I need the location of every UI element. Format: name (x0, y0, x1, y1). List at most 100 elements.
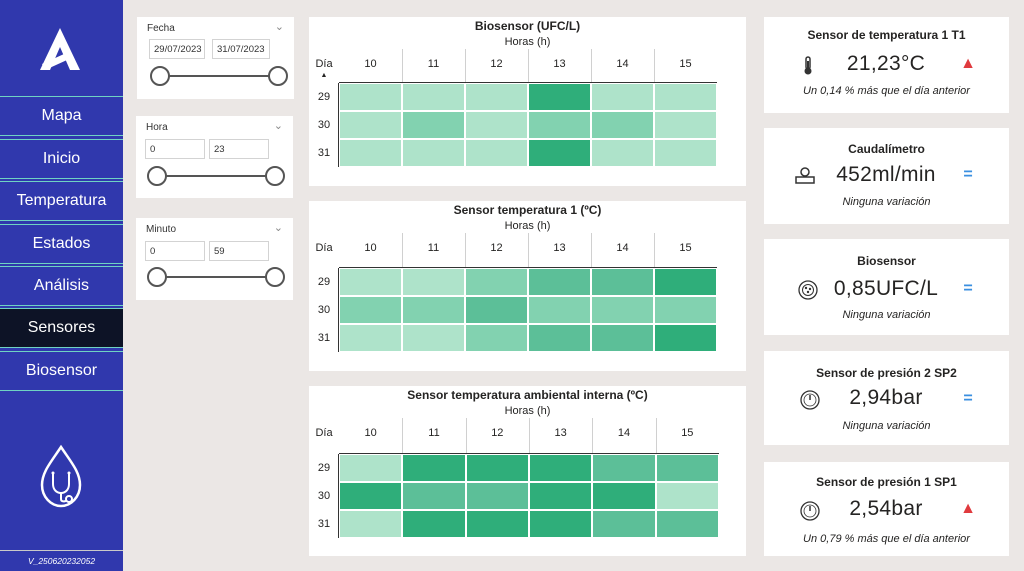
heatmap-cell[interactable] (530, 483, 592, 509)
nav-item-temperatura[interactable]: Temperatura (0, 181, 123, 221)
heatmap-cell[interactable] (403, 455, 465, 481)
slider-start-handle[interactable] (147, 166, 167, 186)
row-label[interactable]: 30 (317, 304, 331, 316)
nav-item-analisis[interactable]: Análisis (0, 266, 123, 306)
nav-item-mapa[interactable]: Mapa (0, 96, 123, 136)
column-header[interactable]: 14 (617, 427, 631, 439)
heatmap-cell[interactable] (592, 269, 653, 295)
column-header[interactable]: 12 (490, 58, 503, 70)
column-header[interactable]: 13 (553, 58, 566, 70)
nav-item-estados[interactable]: Estados (0, 224, 123, 264)
heatmap-cell[interactable] (592, 325, 653, 351)
heatmap-cell[interactable] (466, 297, 527, 323)
heatmap-cell[interactable] (592, 112, 653, 138)
heatmap-cell[interactable] (403, 112, 464, 138)
slider-end-handle[interactable] (265, 267, 285, 287)
minuto-to-input[interactable]: 59 (209, 241, 269, 261)
nav-item-inicio[interactable]: Inicio (0, 139, 123, 179)
heatmap-cell[interactable] (466, 112, 527, 138)
column-header[interactable]: 12 (490, 242, 503, 254)
heatmap-cell[interactable] (656, 483, 718, 509)
heatmap-cell[interactable] (466, 483, 528, 509)
chevron-down-icon[interactable]: ⌄ (273, 222, 283, 234)
heatmap-cell[interactable] (593, 483, 655, 509)
row-label[interactable]: 31 (317, 147, 331, 159)
heatmap-cell[interactable] (593, 455, 655, 481)
heatmap-cell[interactable] (403, 84, 464, 110)
heatmap-cell[interactable] (655, 269, 716, 295)
row-label[interactable]: 29 (317, 462, 331, 474)
column-header[interactable]: 14 (616, 242, 629, 254)
heatmap-cell[interactable] (466, 140, 527, 166)
heatmap-cell[interactable] (593, 511, 655, 537)
heatmap-cell[interactable] (592, 84, 653, 110)
row-label[interactable]: 29 (317, 276, 331, 288)
sort-ascending-icon[interactable]: ▲ (320, 72, 328, 79)
slider-track[interactable] (156, 276, 278, 278)
column-header[interactable]: 13 (553, 242, 566, 254)
heatmap-cell[interactable] (655, 84, 716, 110)
heatmap-cell[interactable] (403, 140, 464, 166)
hora-from-input[interactable]: 0 (145, 139, 205, 159)
column-header[interactable]: 12 (491, 427, 504, 439)
heatmap-cell[interactable] (340, 269, 401, 295)
row-header[interactable]: Día (315, 58, 333, 70)
heatmap-cell[interactable] (466, 84, 527, 110)
heatmap-cell[interactable] (655, 297, 716, 323)
column-header[interactable]: 13 (554, 427, 567, 439)
row-header[interactable]: Día (315, 242, 333, 254)
heatmap-cell[interactable] (529, 140, 590, 166)
heatmap-cell[interactable] (592, 297, 653, 323)
heatmap-cell[interactable] (403, 297, 464, 323)
nav-item-biosensor[interactable]: Biosensor (0, 351, 123, 391)
heatmap-cell[interactable] (340, 297, 401, 323)
column-header[interactable]: 15 (681, 427, 694, 439)
row-header[interactable]: Día (315, 427, 333, 439)
heatmap-cell[interactable] (466, 269, 527, 295)
row-label[interactable]: 29 (317, 91, 331, 103)
column-header[interactable]: 11 (427, 242, 440, 254)
fecha-from-input[interactable]: 29/07/2023 (149, 39, 205, 59)
heatmap-cell[interactable] (340, 511, 402, 537)
column-header[interactable]: 10 (364, 427, 377, 439)
heatmap-cell[interactable] (530, 511, 592, 537)
heatmap-cell[interactable] (340, 112, 401, 138)
column-header[interactable]: 10 (364, 242, 377, 254)
heatmap-cell[interactable] (340, 84, 401, 110)
slider-track[interactable] (156, 175, 278, 177)
heatmap-cell[interactable] (656, 511, 718, 537)
heatmap-cell[interactable] (340, 140, 401, 166)
column-header[interactable]: 11 (427, 58, 440, 70)
heatmap-cell[interactable] (592, 140, 653, 166)
slider-start-handle[interactable] (147, 267, 167, 287)
heatmap-cell[interactable] (466, 325, 527, 351)
fecha-to-input[interactable]: 31/07/2023 (212, 39, 270, 59)
heatmap-cell[interactable] (529, 269, 590, 295)
row-label[interactable]: 31 (317, 332, 331, 344)
heatmap-cell[interactable] (403, 325, 464, 351)
heatmap-cell[interactable] (655, 325, 716, 351)
row-label[interactable]: 31 (317, 518, 331, 530)
chevron-down-icon[interactable]: ⌄ (274, 21, 284, 33)
heatmap-cell[interactable] (403, 269, 464, 295)
heatmap-cell[interactable] (340, 325, 401, 351)
slider-end-handle[interactable] (265, 166, 285, 186)
nav-item-sensores[interactable]: Sensores (0, 308, 123, 348)
column-header[interactable]: 14 (616, 58, 629, 70)
column-header[interactable]: 11 (428, 427, 440, 439)
slider-start-handle[interactable] (150, 66, 170, 86)
chevron-down-icon[interactable]: ⌄ (273, 120, 283, 132)
heatmap-cell[interactable] (656, 455, 718, 481)
column-header[interactable]: 15 (679, 58, 692, 70)
heatmap-cell[interactable] (466, 511, 528, 537)
minuto-from-input[interactable]: 0 (145, 241, 205, 261)
heatmap-cell[interactable] (529, 112, 590, 138)
column-header[interactable]: 10 (364, 58, 377, 70)
heatmap-cell[interactable] (529, 84, 590, 110)
row-label[interactable]: 30 (317, 490, 331, 502)
hora-to-input[interactable]: 23 (209, 139, 269, 159)
column-header[interactable]: 15 (679, 242, 692, 254)
heatmap-cell[interactable] (403, 483, 465, 509)
slider-track[interactable] (159, 75, 279, 77)
heatmap-cell[interactable] (529, 325, 590, 351)
